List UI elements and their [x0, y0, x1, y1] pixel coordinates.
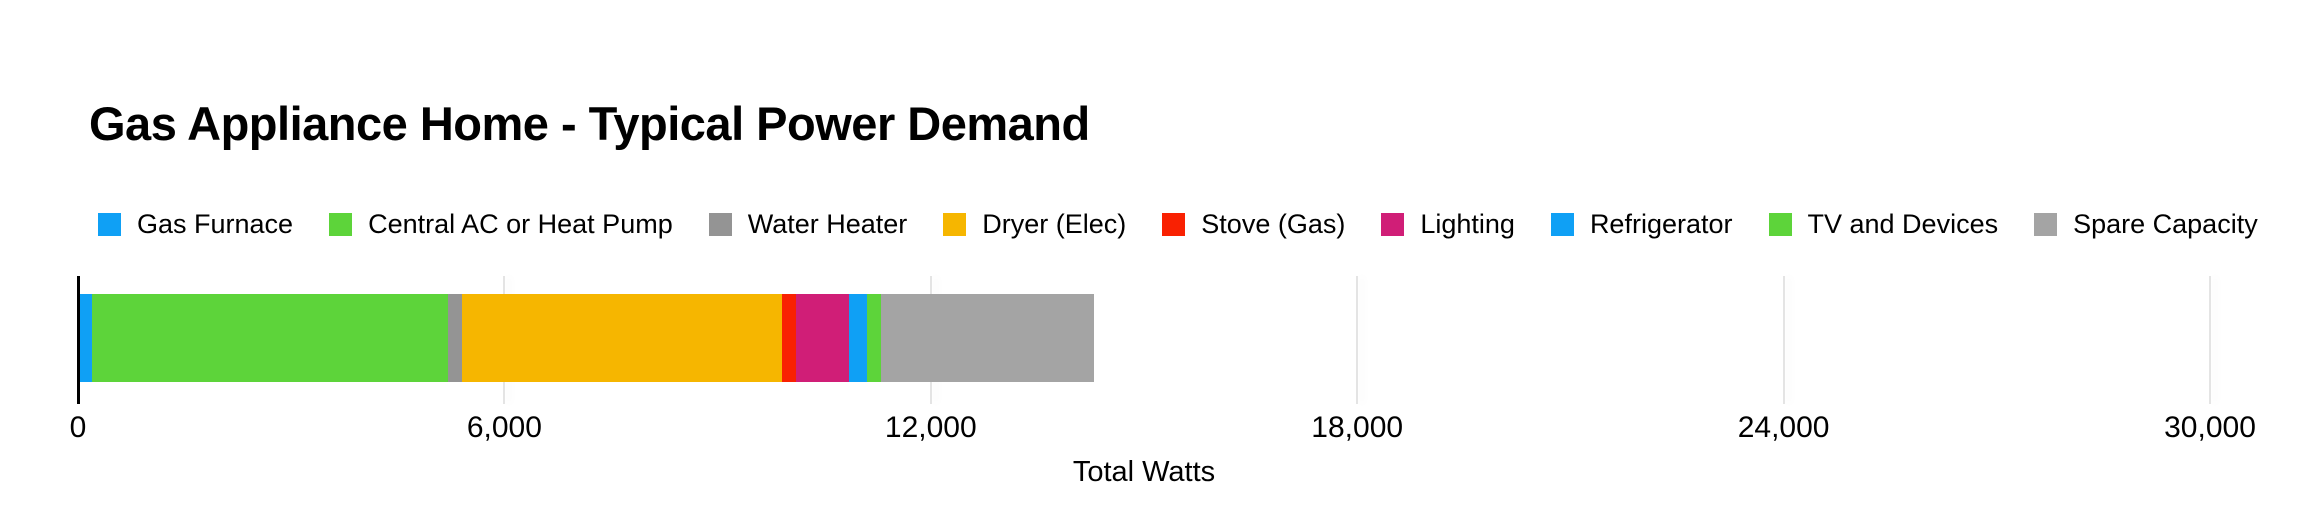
legend-label: Lighting [1420, 209, 1515, 239]
legend-label: Gas Furnace [137, 209, 294, 239]
chart-title: Gas Appliance Home - Typical Power Deman… [89, 97, 1090, 150]
legend-label: Dryer (Elec) [982, 209, 1127, 239]
legend-label: Stove (Gas) [1201, 209, 1346, 239]
legend-label: TV and Devices [1807, 209, 1999, 239]
x-tick-label: 24,000 [1737, 411, 1830, 444]
bar-segment-tv-and-devices[interactable] [866, 294, 882, 382]
legend-item[interactable]: TV and Devices [1768, 207, 1999, 241]
legend-swatch-icon [1162, 212, 1186, 236]
legend-swatch-icon [1381, 212, 1405, 236]
x-tick-label: 18,000 [1311, 411, 1404, 444]
legend-label: Central AC or Heat Pump [368, 209, 673, 239]
x-tick-label: 0 [69, 411, 87, 444]
bar-segment-central-ac-or-heat-pump[interactable] [92, 294, 448, 382]
legend-item[interactable]: Refrigerator [1550, 207, 1733, 241]
legend-label: Water Heater [747, 209, 908, 239]
legend-swatch-icon [329, 212, 353, 236]
gridline [1782, 276, 1785, 404]
x-tick-label: 30,000 [2164, 411, 2256, 444]
legend-item[interactable]: Lighting [1381, 207, 1515, 241]
legend-swatch-icon [98, 212, 121, 236]
gridline [2209, 276, 2211, 404]
x-tick-label: 6,000 [466, 411, 542, 444]
legend-item[interactable]: Water Heater [708, 207, 908, 241]
bar-segment-gas-furnace[interactable] [78, 294, 93, 382]
legend-swatch-icon [708, 212, 732, 236]
gridline [1356, 276, 1359, 404]
legend-swatch-icon [2034, 212, 2058, 236]
bar-segment-lighting[interactable] [795, 294, 850, 382]
legend-swatch-icon [1550, 212, 1574, 236]
y-axis-line [76, 276, 80, 404]
legend-item[interactable]: Stove (Gas) [1162, 207, 1345, 241]
legend-item[interactable]: Central AC or Heat Pump [329, 207, 673, 241]
bar-segment-refrigerator[interactable] [849, 294, 867, 382]
legend-item[interactable]: Spare Capacity [2034, 207, 2258, 241]
bar-segment-dryer-elec[interactable] [461, 294, 782, 382]
legend-label: Refrigerator [1589, 209, 1733, 239]
legend: Gas Furnace Central AC or Heat Pump Water … [98, 207, 2258, 241]
legend-swatch-icon [943, 212, 967, 236]
bar-segment-spare-capacity[interactable] [881, 294, 1095, 382]
x-tick-label: 12,000 [884, 411, 977, 444]
bar-segment-water-heater[interactable] [447, 294, 462, 382]
legend-label: Spare Capacity [2073, 209, 2258, 239]
legend-swatch-icon [1768, 212, 1792, 236]
legend-item[interactable]: Gas Furnace [98, 207, 293, 241]
x-axis-title: Total Watts [1072, 456, 1216, 488]
legend-item[interactable]: Dryer (Elec) [943, 207, 1126, 241]
bar-segment-stove-gas[interactable] [781, 294, 796, 382]
